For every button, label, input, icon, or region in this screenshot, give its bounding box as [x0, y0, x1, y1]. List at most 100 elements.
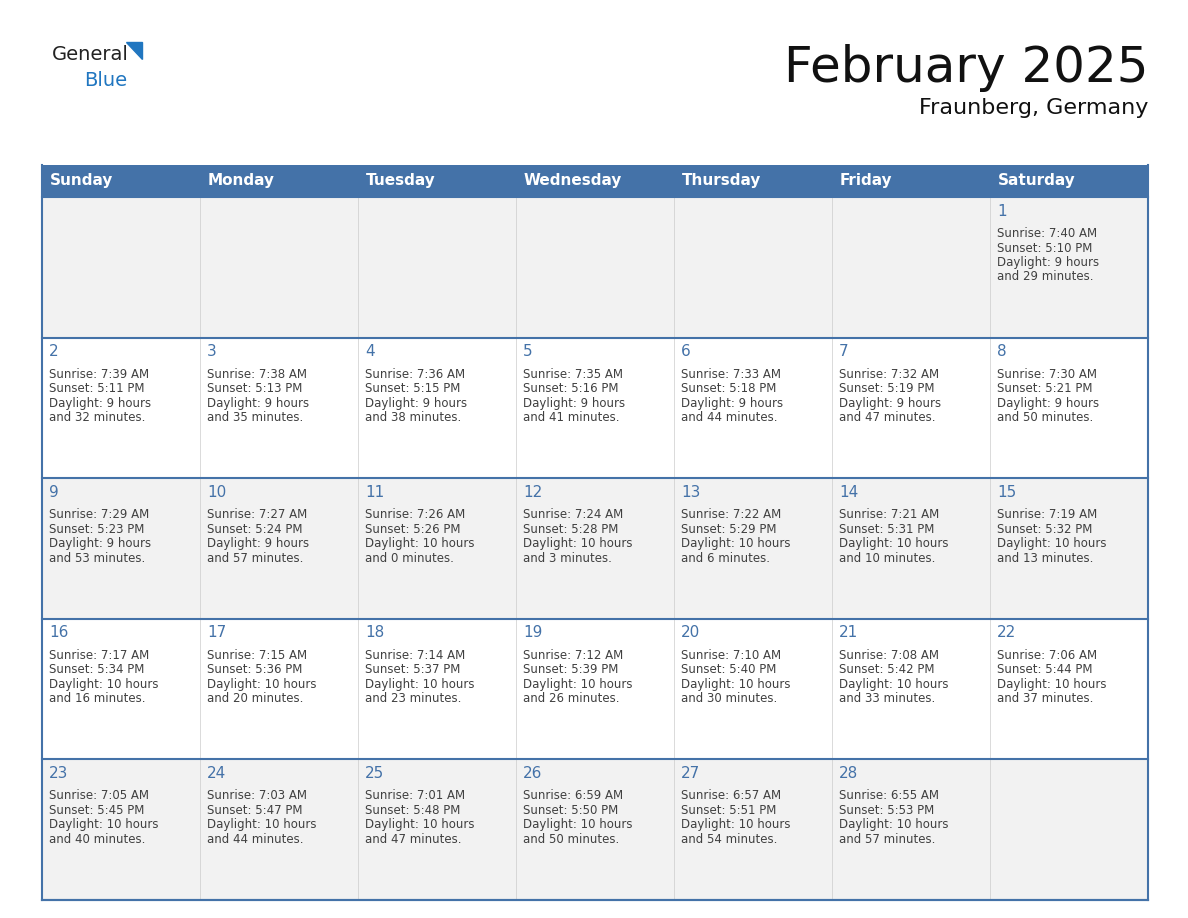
Text: and 23 minutes.: and 23 minutes. [365, 692, 461, 705]
Text: 17: 17 [207, 625, 226, 640]
Text: Sunset: 5:50 PM: Sunset: 5:50 PM [523, 804, 618, 817]
Text: 2: 2 [49, 344, 58, 359]
Text: Daylight: 10 hours: Daylight: 10 hours [681, 819, 790, 832]
Text: Sunset: 5:40 PM: Sunset: 5:40 PM [681, 664, 777, 677]
Text: Sunset: 5:10 PM: Sunset: 5:10 PM [997, 241, 1093, 254]
Text: and 35 minutes.: and 35 minutes. [207, 411, 303, 424]
Text: Daylight: 10 hours: Daylight: 10 hours [365, 537, 474, 550]
Text: Sunrise: 7:17 AM: Sunrise: 7:17 AM [49, 649, 150, 662]
Bar [42, 197, 1148, 338]
Text: Daylight: 10 hours: Daylight: 10 hours [523, 677, 632, 691]
Text: Daylight: 9 hours: Daylight: 9 hours [839, 397, 941, 409]
Text: 27: 27 [681, 766, 700, 781]
Text: Sunrise: 7:30 AM: Sunrise: 7:30 AM [997, 367, 1097, 381]
Text: Daylight: 10 hours: Daylight: 10 hours [839, 537, 948, 550]
Text: Saturday: Saturday [998, 174, 1076, 188]
Text: 8: 8 [997, 344, 1006, 359]
Text: Daylight: 10 hours: Daylight: 10 hours [365, 819, 474, 832]
Text: Daylight: 10 hours: Daylight: 10 hours [839, 677, 948, 691]
Bar [674, 165, 832, 197]
Text: Sunset: 5:21 PM: Sunset: 5:21 PM [997, 382, 1093, 395]
Text: Sunset: 5:31 PM: Sunset: 5:31 PM [839, 522, 935, 536]
Text: Sunrise: 7:14 AM: Sunrise: 7:14 AM [365, 649, 466, 662]
Text: Sunset: 5:28 PM: Sunset: 5:28 PM [523, 522, 619, 536]
Text: 11: 11 [365, 485, 384, 499]
Bar [200, 165, 358, 197]
Text: Daylight: 9 hours: Daylight: 9 hours [997, 256, 1099, 269]
Text: Sunrise: 7:12 AM: Sunrise: 7:12 AM [523, 649, 624, 662]
Text: Sunset: 5:45 PM: Sunset: 5:45 PM [49, 804, 145, 817]
Text: Daylight: 10 hours: Daylight: 10 hours [997, 677, 1106, 691]
Text: and 50 minutes.: and 50 minutes. [997, 411, 1093, 424]
Text: 13: 13 [681, 485, 701, 499]
Text: Sunset: 5:42 PM: Sunset: 5:42 PM [839, 664, 935, 677]
Text: and 20 minutes.: and 20 minutes. [207, 692, 303, 705]
Text: 9: 9 [49, 485, 58, 499]
Text: 7: 7 [839, 344, 848, 359]
Text: Blue: Blue [84, 71, 127, 89]
Text: Sunset: 5:37 PM: Sunset: 5:37 PM [365, 664, 461, 677]
Text: and 30 minutes.: and 30 minutes. [681, 692, 777, 705]
Text: and 47 minutes.: and 47 minutes. [839, 411, 935, 424]
Text: 20: 20 [681, 625, 700, 640]
Text: Daylight: 9 hours: Daylight: 9 hours [207, 397, 309, 409]
Text: Sunset: 5:53 PM: Sunset: 5:53 PM [839, 804, 934, 817]
Text: Sunrise: 7:19 AM: Sunrise: 7:19 AM [997, 509, 1098, 521]
Bar [990, 165, 1148, 197]
Text: Sunset: 5:44 PM: Sunset: 5:44 PM [997, 664, 1093, 677]
Text: and 38 minutes.: and 38 minutes. [365, 411, 461, 424]
Text: Sunrise: 7:33 AM: Sunrise: 7:33 AM [681, 367, 781, 381]
Bar [42, 478, 1148, 619]
Text: Daylight: 10 hours: Daylight: 10 hours [365, 677, 474, 691]
Text: Sunrise: 7:27 AM: Sunrise: 7:27 AM [207, 509, 308, 521]
Text: Daylight: 10 hours: Daylight: 10 hours [49, 677, 158, 691]
Text: Sunset: 5:16 PM: Sunset: 5:16 PM [523, 382, 619, 395]
Text: Sunrise: 7:39 AM: Sunrise: 7:39 AM [49, 367, 150, 381]
Text: and 6 minutes.: and 6 minutes. [681, 552, 770, 565]
Text: Daylight: 10 hours: Daylight: 10 hours [681, 677, 790, 691]
Text: Daylight: 10 hours: Daylight: 10 hours [523, 819, 632, 832]
Text: Wednesday: Wednesday [524, 174, 623, 188]
Text: Daylight: 10 hours: Daylight: 10 hours [681, 537, 790, 550]
Text: Sunrise: 6:57 AM: Sunrise: 6:57 AM [681, 789, 782, 802]
Bar [832, 165, 990, 197]
Text: Sunset: 5:26 PM: Sunset: 5:26 PM [365, 522, 461, 536]
Polygon shape [126, 42, 143, 59]
Text: Daylight: 9 hours: Daylight: 9 hours [207, 537, 309, 550]
Text: Sunset: 5:13 PM: Sunset: 5:13 PM [207, 382, 303, 395]
Text: Sunset: 5:11 PM: Sunset: 5:11 PM [49, 382, 145, 395]
Text: Sunset: 5:19 PM: Sunset: 5:19 PM [839, 382, 935, 395]
Text: and 29 minutes.: and 29 minutes. [997, 271, 1093, 284]
Text: Sunrise: 7:36 AM: Sunrise: 7:36 AM [365, 367, 466, 381]
Text: Sunset: 5:48 PM: Sunset: 5:48 PM [365, 804, 461, 817]
Text: Sunrise: 7:40 AM: Sunrise: 7:40 AM [997, 227, 1098, 240]
Text: Sunrise: 7:06 AM: Sunrise: 7:06 AM [997, 649, 1098, 662]
Text: 24: 24 [207, 766, 226, 781]
Text: and 53 minutes.: and 53 minutes. [49, 552, 145, 565]
Text: Sunset: 5:29 PM: Sunset: 5:29 PM [681, 522, 777, 536]
Text: and 57 minutes.: and 57 minutes. [207, 552, 303, 565]
Text: and 44 minutes.: and 44 minutes. [681, 411, 777, 424]
Text: Sunrise: 6:59 AM: Sunrise: 6:59 AM [523, 789, 624, 802]
Text: 16: 16 [49, 625, 69, 640]
Text: Sunset: 5:24 PM: Sunset: 5:24 PM [207, 522, 303, 536]
Text: 1: 1 [997, 204, 1006, 218]
Text: and 13 minutes.: and 13 minutes. [997, 552, 1093, 565]
Text: 18: 18 [365, 625, 384, 640]
Text: Daylight: 9 hours: Daylight: 9 hours [49, 537, 151, 550]
Text: Thursday: Thursday [682, 174, 762, 188]
Text: 5: 5 [523, 344, 532, 359]
Text: Sunrise: 7:35 AM: Sunrise: 7:35 AM [523, 367, 623, 381]
Text: Sunrise: 7:21 AM: Sunrise: 7:21 AM [839, 509, 940, 521]
Text: 10: 10 [207, 485, 226, 499]
Text: Sunrise: 7:24 AM: Sunrise: 7:24 AM [523, 509, 624, 521]
Text: Fraunberg, Germany: Fraunberg, Germany [918, 98, 1148, 118]
Text: Sunrise: 7:08 AM: Sunrise: 7:08 AM [839, 649, 939, 662]
Text: General: General [52, 46, 128, 64]
Text: and 26 minutes.: and 26 minutes. [523, 692, 619, 705]
Bar [42, 165, 200, 197]
Text: and 40 minutes.: and 40 minutes. [49, 833, 145, 845]
Text: and 16 minutes.: and 16 minutes. [49, 692, 145, 705]
Text: and 0 minutes.: and 0 minutes. [365, 552, 454, 565]
Text: Daylight: 9 hours: Daylight: 9 hours [365, 397, 467, 409]
